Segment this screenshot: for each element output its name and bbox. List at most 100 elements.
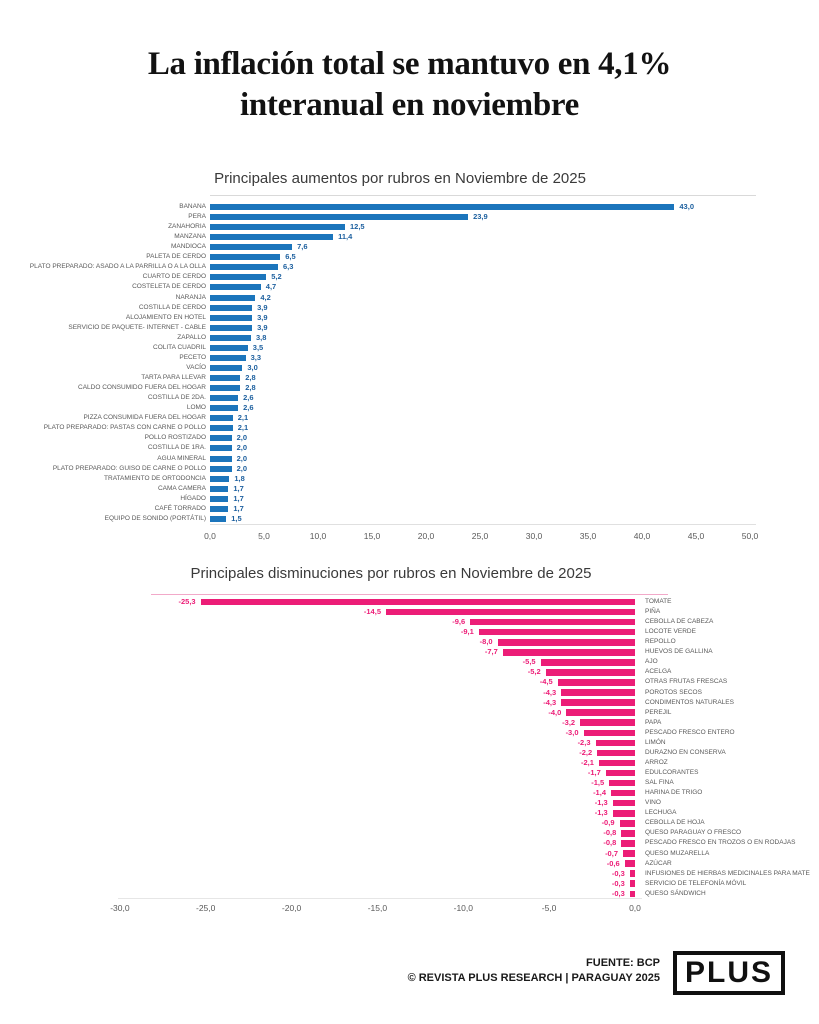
bar-category-label: CALDO CONSUMIDO FUERA DEL HOGAR: [78, 384, 206, 392]
bar-row: CONDIMENTOS NATURALES -4,3: [0, 698, 819, 708]
x-axis-tick-label: 20,0: [417, 531, 435, 541]
bar: [210, 445, 232, 452]
bar-value-label: -2,2: [579, 747, 593, 757]
bar: [210, 254, 281, 261]
plus-logo: PLUS: [673, 951, 786, 995]
bar-value-label: -9,6: [452, 617, 466, 627]
chart-decreases-axis-line: [118, 898, 642, 899]
bar-row: PAPA -3,2: [0, 718, 819, 728]
bar-row: HUEVOS DE GALLINA -7,7: [0, 647, 819, 657]
bar: [540, 659, 635, 666]
bar: [609, 779, 635, 787]
x-axis-tick-label: 5,0: [258, 531, 270, 541]
bar-row: CEBOLLA DE HOJA -0,9: [0, 818, 819, 828]
bar-value-label: -25,3: [178, 597, 196, 606]
bar-category-label: TARTA PARA LLEVAR: [141, 374, 206, 382]
x-axis-tick-label: -25,0: [196, 903, 216, 913]
bar: [478, 628, 635, 636]
bar-value-label: -1,7: [587, 768, 601, 778]
bar-value-label: 3,9: [257, 302, 268, 312]
bar: [386, 608, 635, 616]
bar-value-label: 5,2: [271, 272, 282, 282]
bar-value-label: 3,0: [247, 362, 258, 372]
bar-row: ALOJAMIENTO EN HOTEL 3,9: [0, 313, 819, 323]
bar-row: VACÍO 3,0: [0, 363, 819, 373]
bar-value-label: -0,3: [611, 868, 625, 878]
bar-row: PIÑA -14,5: [0, 607, 819, 617]
bar-value-label: 23,9: [473, 212, 488, 222]
bar-row: NARANJA 4,2: [0, 293, 819, 303]
bar: [629, 870, 635, 877]
bar-value-label: 6,5: [285, 252, 296, 262]
bar-row: PESCADO FRESCO EN TROZOS O EN RODAJAS -0,…: [0, 838, 819, 848]
chart-increases-plot: BANANA 43,0 PERA 23,9 ZANAHORIA 12,5 MANZANA 11…: [0, 202, 819, 525]
bar-value-label: 7,6: [297, 242, 308, 252]
title-line-2: interanual en noviembre: [240, 87, 579, 123]
bar-value-label: -2,1: [580, 757, 594, 767]
bar: [580, 719, 635, 726]
bar: [210, 244, 293, 251]
bar-value-label: 4,7: [265, 282, 277, 292]
bar-value-label: 43,0: [679, 202, 694, 211]
bar: [210, 455, 232, 462]
bar-row: MANZANA 11,4: [0, 232, 819, 242]
bar-value-label: 3,9: [257, 312, 268, 322]
bar-row: QUESO SÁNDWICH -0,3: [0, 889, 819, 899]
chart-decreases-top-border: [151, 594, 668, 595]
bar-category-label: BANANA: [179, 203, 206, 210]
bar-category-label: QUESO MUZARELLA: [645, 849, 710, 857]
bar-row: CUARTO DE CERDO 5,2: [0, 272, 819, 282]
bar: [210, 415, 233, 422]
bar: [597, 749, 635, 757]
bar-row: POROTOS SECOS -4,3: [0, 688, 819, 698]
bar-value-label: 2,6: [243, 393, 254, 403]
bar-row: PEREJIL -4,0: [0, 708, 819, 718]
bar: [557, 679, 635, 686]
bar-category-label: COLITA CUADRIL: [153, 343, 206, 351]
bar-value-label: -4,3: [543, 697, 557, 707]
bar-category-label: SERVICIO DE PAQUETE- INTERNET - CABLE: [68, 323, 206, 331]
bar: [210, 294, 256, 301]
bar-row: REPOLLO -8,0: [0, 637, 819, 647]
bar-category-label: HÍGADO: [180, 494, 206, 502]
bar-row: COSTILLA DE 2DA. 2,6: [0, 393, 819, 403]
bar-row: LIMÓN -2,3: [0, 738, 819, 748]
bar: [629, 890, 635, 897]
bar-row: CAFÉ TORRADO 1,7: [0, 504, 819, 514]
bar-row: EDULCORANTES -1,7: [0, 768, 819, 778]
bar-category-label: POLLO ROSTIZADO: [144, 434, 206, 442]
x-axis-tick-label: 30,0: [525, 531, 543, 541]
bar: [561, 689, 635, 696]
bar-row: TARTA PARA LLEVAR 2,8: [0, 373, 819, 383]
bar: [210, 264, 278, 271]
bar-category-label: AJO: [645, 658, 658, 666]
bar-value-label: 2,1: [237, 413, 249, 423]
bar: [497, 639, 635, 646]
bar-value-label: -0,7: [605, 848, 618, 858]
bar-row: QUESO MUZARELLA -0,7: [0, 849, 819, 859]
x-axis-tick-label: 15,0: [363, 531, 381, 541]
chart-decreases-plot: TOMATE -25,3 PIÑA -14,5 CEBOLLA DE CABEZA -9,…: [0, 597, 819, 900]
bar-value-label: -1,4: [593, 788, 606, 798]
x-axis-tick-label: -15,0: [367, 903, 388, 913]
bar-row: ZANAHORIA 12,5: [0, 222, 819, 232]
bar-category-label: DURAZNO EN CONSERVA: [645, 748, 726, 756]
bar-row: SERVICIO DE PAQUETE- INTERNET - CABLE 3,9: [0, 323, 819, 333]
bar-category-label: PIZZA CONSUMIDA FUERA DEL HOGAR: [83, 414, 206, 422]
bar-row: MANDIOCA 7,6: [0, 242, 819, 252]
bar-value-label: 2,8: [245, 373, 256, 383]
x-axis-tick-label: 10,0: [309, 531, 327, 541]
bar: [200, 598, 635, 606]
chart-decreases-title: Principales disminuciones por rubros en …: [190, 565, 592, 582]
bar-category-label: ACELGA: [645, 668, 672, 676]
bar: [210, 314, 253, 321]
bar: [502, 649, 635, 656]
bar-category-label: POROTOS SECOS: [645, 688, 702, 696]
bar-category-label: PECETO: [179, 353, 206, 361]
bar-row: PLATO PREPARADO: PASTAS CON CARNE O POLL…: [0, 423, 819, 433]
bar-value-label: -3,0: [565, 727, 579, 737]
bar: [210, 234, 334, 241]
chart-increases-x-axis: 0,0 5,0 10,0 15,0 20,0 25,0 30,0 35,0 40,0 45,0 50…: [0, 531, 819, 545]
bar: [210, 425, 233, 432]
bar-category-label: INFUSIONES DE HIERBAS MEDICINALES PARA M…: [645, 869, 810, 877]
